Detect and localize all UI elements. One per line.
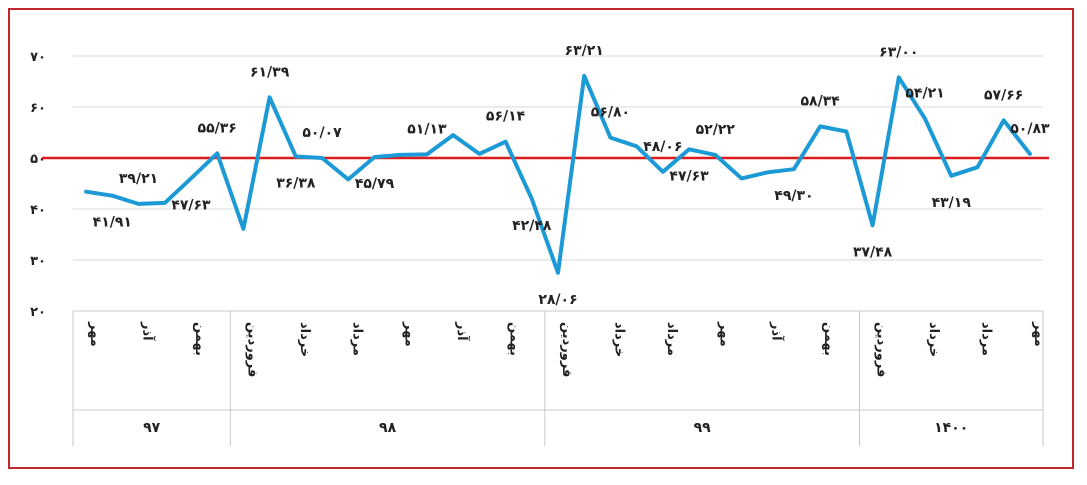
x-tick-label: خرداد	[297, 322, 312, 357]
data-label: ۴۵/۷۹	[355, 176, 395, 192]
data-label: ۶۳/۰۰	[879, 44, 918, 60]
x-tick-label: مهر	[402, 321, 417, 347]
x-axis: مهر آذر بهمن فروردین خرداد مرداد مهر آذر بهمن فرو…	[72, 310, 1046, 446]
year-label: ۱۴۰۰	[934, 420, 968, 436]
data-label: ۶۱/۳۹	[250, 64, 290, 80]
x-tick-label: بهمن	[507, 322, 522, 356]
year-label: ۹۸	[379, 420, 397, 436]
y-tick-label: ۳۰	[30, 254, 46, 269]
data-label: ۳۹/۲۱	[119, 171, 158, 187]
data-label: ۴۳/۱۹	[932, 195, 972, 211]
x-tick-label: مهر	[1031, 321, 1046, 347]
y-tick-label: ۶۰	[30, 101, 46, 116]
y-tick-label: ۵۰	[30, 152, 46, 167]
y-axis: ۲۰ ۳۰ ۴۰ ۵۰ ۶۰ ۷۰	[30, 50, 46, 320]
year-label: ۹۹	[694, 420, 712, 436]
x-tick-label: مرداد	[349, 322, 364, 356]
data-label: ۳۶/۳۸	[276, 175, 316, 191]
x-tick-label: مرداد	[978, 322, 993, 356]
x-tick-label: مهر	[716, 321, 731, 347]
data-label: ۵۵/۳۶	[198, 120, 237, 136]
x-tick-label: فروردین	[559, 322, 574, 377]
data-label: ۴۲/۴۸	[512, 218, 552, 234]
data-label: ۵۱/۱۳	[407, 121, 447, 137]
series-line	[84, 73, 1032, 275]
x-tick-label: خرداد	[926, 322, 941, 357]
x-tick-label: بهمن	[821, 322, 836, 356]
x-tick-label: فروردین	[244, 322, 259, 377]
data-label: ۴۸/۰۶	[643, 139, 682, 155]
data-label: ۴۷/۶۳	[669, 168, 709, 184]
x-tick-label: بهمن	[192, 322, 207, 356]
data-label: ۴۷/۶۳	[171, 197, 211, 213]
year-label: ۹۷	[143, 420, 161, 436]
x-tick-label: آذر	[769, 321, 786, 341]
data-label: ۴۱/۹۱	[93, 215, 132, 231]
series-group	[84, 73, 1032, 275]
data-label: ۵۲/۲۲	[696, 122, 736, 138]
data-label: ۳۷/۴۸	[853, 244, 893, 260]
data-label: ۵۷/۶۶	[984, 87, 1023, 103]
data-label: ۵۴/۲۱	[905, 86, 944, 102]
data-label: ۵۶/۱۴	[486, 109, 526, 125]
data-label: ۶۳/۲۱	[565, 43, 604, 59]
data-label: ۵۰/۰۷	[302, 125, 342, 141]
x-tick-label: آذر	[454, 321, 471, 341]
y-tick-label: ۲۰	[30, 305, 46, 320]
x-tick-label: آذر	[140, 321, 157, 341]
x-tick-label: فروردین	[874, 322, 889, 377]
data-label: ۲۸/۰۶	[538, 292, 577, 308]
x-tick-label: خرداد	[611, 322, 626, 357]
y-tick-label: ۴۰	[30, 203, 46, 218]
data-label: ۵۸/۳۴	[801, 93, 841, 109]
y-tick-label: ۷۰	[30, 50, 46, 65]
data-labels: ۴۱/۹۱ ۳۹/۲۱ ۴۷/۶۳ ۵۵/۳۶ ۶۱/۳۹ ۳۶/۳۸ ۵۰/۰۷ ۴۵/۷۹…	[93, 43, 1050, 308]
data-label: ۵۶/۸۰	[591, 105, 630, 121]
data-label: ۴۹/۳۰	[774, 188, 813, 204]
data-label: ۵۰/۸۳	[1010, 121, 1050, 137]
x-tick-label: مرداد	[664, 322, 679, 356]
x-tick-label: مهر	[87, 321, 102, 347]
